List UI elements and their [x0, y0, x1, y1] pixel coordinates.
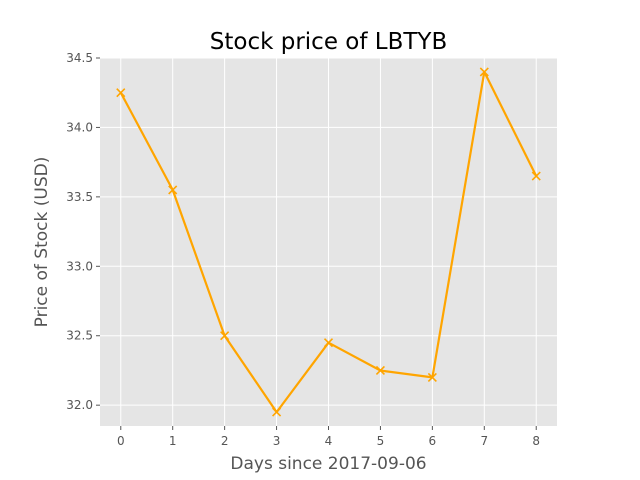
axis-ticks: 0 1 2 3 4 5 6 7 8 32.0 32.5 33.0 33.5 34.0 34.5: [66, 51, 540, 448]
x-tick-label: 8: [532, 434, 540, 448]
data-point-marker: [272, 407, 282, 417]
data-point-marker: [168, 185, 178, 195]
x-tick-label: 1: [169, 434, 177, 448]
x-tick-label: 3: [273, 434, 281, 448]
y-tick-label: 34.0: [66, 120, 93, 134]
x-tick-label: 7: [480, 434, 488, 448]
x-tick-label: 4: [325, 434, 333, 448]
data-point-marker: [323, 338, 334, 348]
y-tick-label: 33.5: [66, 190, 93, 204]
data-point-marker: [220, 331, 230, 341]
series-layer: [116, 67, 541, 417]
x-tick-label: 5: [377, 434, 385, 448]
y-tick-label: 32.5: [66, 329, 93, 343]
y-tick-label: 32.0: [66, 398, 93, 412]
y-axis-label: Price of Stock (USD): [32, 157, 52, 328]
data-point-marker: [427, 372, 437, 382]
data-point-marker: [375, 365, 385, 376]
grid-lines: [100, 57, 557, 426]
data-point-marker: [531, 171, 541, 181]
y-tick-label: 33.0: [66, 259, 93, 273]
x-tick-label: 2: [221, 434, 229, 448]
chart-title: Stock price of LBTYB: [210, 29, 447, 55]
y-tick-label: 34.5: [66, 51, 93, 65]
data-point-marker: [479, 67, 489, 77]
data-point-marker: [116, 88, 126, 98]
x-tick-label: 0: [117, 434, 125, 448]
x-tick-label: 6: [429, 434, 437, 448]
x-axis-label: Days since 2017-09-06: [230, 454, 426, 474]
